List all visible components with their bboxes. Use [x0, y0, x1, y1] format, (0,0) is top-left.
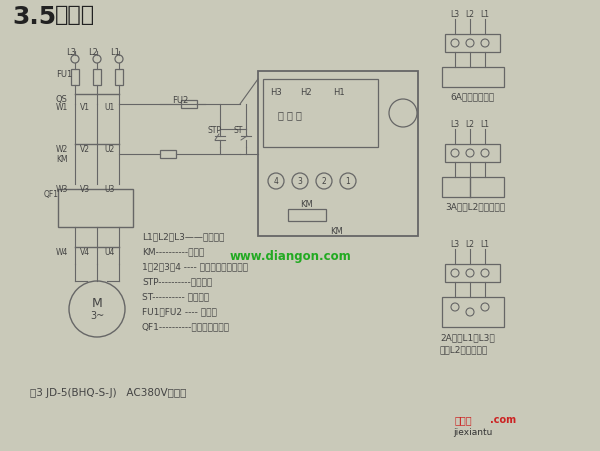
Text: 6A以上一次穿心: 6A以上一次穿心 — [450, 92, 494, 101]
Text: ST---------- 启动按钮: ST---------- 启动按钮 — [142, 291, 209, 300]
Text: QF1: QF1 — [44, 189, 59, 198]
Text: L1: L1 — [481, 239, 490, 249]
Text: 保 护 器: 保 护 器 — [278, 110, 302, 120]
Text: H2: H2 — [300, 88, 311, 97]
Text: L1: L1 — [481, 120, 490, 129]
Text: KM----------接触器: KM----------接触器 — [142, 246, 204, 255]
Bar — [160, 151, 176, 159]
Text: U2: U2 — [104, 145, 114, 154]
Bar — [442, 297, 504, 327]
Text: V1: V1 — [80, 103, 90, 112]
Text: L2: L2 — [88, 48, 98, 57]
Text: ST: ST — [234, 126, 244, 135]
Bar — [93, 70, 101, 86]
Text: 接线图: 接线图 — [455, 414, 473, 424]
Bar — [442, 68, 504, 88]
Bar — [115, 70, 123, 86]
Text: 1: 1 — [346, 177, 350, 186]
Text: V2: V2 — [80, 145, 90, 154]
Bar — [71, 70, 79, 86]
Text: jiexiantu: jiexiantu — [453, 427, 493, 436]
Bar — [442, 178, 504, 198]
Bar — [445, 35, 500, 53]
Text: 3A以上L2相二次穿心: 3A以上L2相二次穿心 — [445, 202, 505, 211]
Text: U3: U3 — [104, 184, 115, 193]
Text: W2: W2 — [56, 145, 68, 154]
Text: 2A以上L1、L3相: 2A以上L1、L3相 — [440, 332, 495, 341]
Text: 接线图: 接线图 — [55, 5, 95, 25]
Bar — [445, 264, 500, 282]
Text: L3: L3 — [451, 239, 460, 249]
Text: 2: 2 — [322, 177, 326, 186]
Text: U1: U1 — [104, 103, 114, 112]
Text: M: M — [92, 297, 103, 310]
Text: L1、L2、L3——三相电源: L1、L2、L3——三相电源 — [142, 231, 224, 240]
Text: FU1、FU2 ---- 熔断器: FU1、FU2 ---- 熔断器 — [142, 306, 217, 315]
Bar — [288, 210, 326, 221]
Text: 3~: 3~ — [90, 310, 104, 320]
Text: V3: V3 — [80, 184, 90, 193]
Text: 1、2、3、4 ---- 保护器接线端子号码: 1、2、3、4 ---- 保护器接线端子号码 — [142, 262, 248, 271]
Text: 二次L2相三次穿心: 二次L2相三次穿心 — [440, 344, 488, 353]
Text: L3: L3 — [451, 10, 460, 19]
Text: .com: .com — [490, 414, 516, 424]
Text: FU1: FU1 — [56, 70, 72, 79]
Text: L2: L2 — [466, 10, 475, 19]
Text: 3: 3 — [298, 177, 302, 186]
Bar — [445, 145, 500, 163]
Text: V4: V4 — [80, 248, 90, 257]
Text: W3: W3 — [56, 184, 68, 193]
Text: L1: L1 — [110, 48, 120, 57]
Text: 3.5: 3.5 — [12, 5, 56, 29]
Text: FU2: FU2 — [172, 96, 188, 105]
Bar — [58, 189, 133, 227]
Text: KM: KM — [330, 226, 343, 235]
Text: W4: W4 — [56, 248, 68, 257]
Text: STP: STP — [208, 126, 222, 135]
Text: L2: L2 — [466, 239, 475, 249]
Bar — [263, 80, 378, 147]
Text: L3: L3 — [66, 48, 76, 57]
Text: QF1----------电动机保护器。: QF1----------电动机保护器。 — [142, 321, 230, 330]
Text: www.diangon.com: www.diangon.com — [230, 249, 352, 262]
Text: H1: H1 — [333, 88, 344, 97]
Bar — [181, 101, 197, 109]
Text: KM: KM — [56, 155, 68, 164]
Text: 4: 4 — [274, 177, 278, 186]
Text: U4: U4 — [104, 248, 115, 257]
Text: L1: L1 — [481, 10, 490, 19]
Text: L3: L3 — [451, 120, 460, 129]
Text: W1: W1 — [56, 103, 68, 112]
Text: KM: KM — [300, 199, 313, 208]
Text: H3: H3 — [270, 88, 282, 97]
Text: STP----------停止按钮: STP----------停止按钮 — [142, 276, 212, 285]
Bar — [258, 72, 418, 236]
Text: QS: QS — [56, 95, 68, 104]
Text: L2: L2 — [466, 120, 475, 129]
Text: 图3 JD-5(BHQ-S-J)   AC380V接线图: 图3 JD-5(BHQ-S-J) AC380V接线图 — [30, 387, 187, 397]
